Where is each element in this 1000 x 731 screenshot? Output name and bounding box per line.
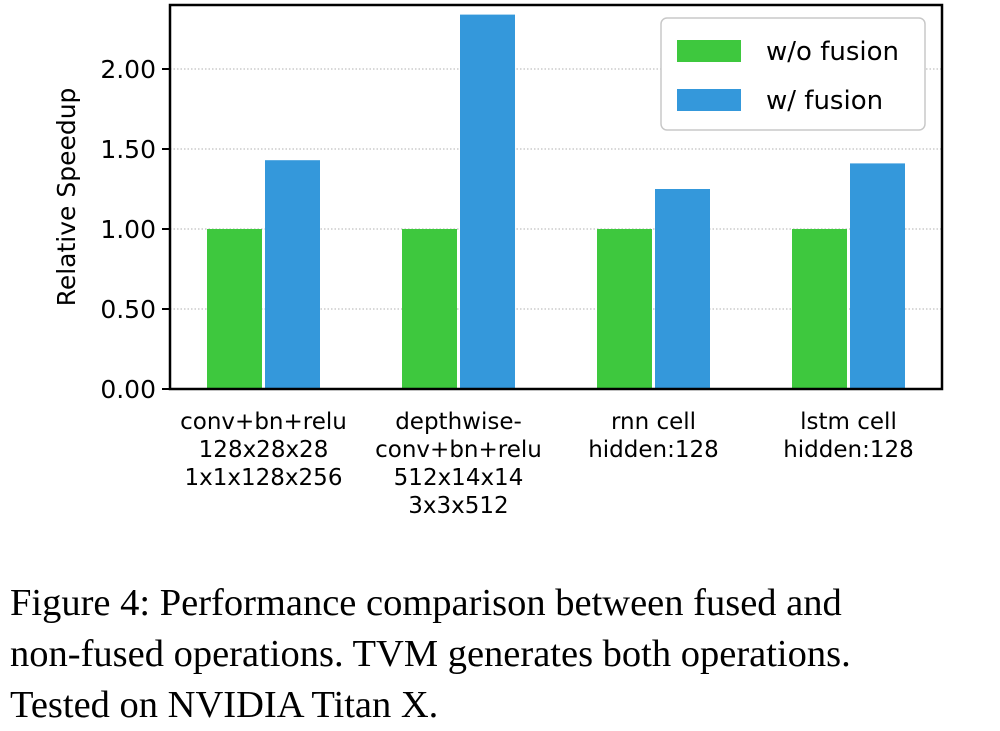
x-tick-label: rnn cell (611, 409, 696, 435)
y-axis: 0.00 0.50 1.00 1.50 2.00 (100, 55, 170, 404)
plot-frame (168, 3, 944, 391)
bar-without-fusion (597, 229, 652, 389)
x-tick-label: conv+bn+relu (180, 409, 347, 435)
x-tick-label: conv+bn+relu (375, 437, 542, 463)
legend-swatch-without-fusion (677, 40, 741, 62)
grid-lines (170, 68, 942, 310)
x-tick-label: hidden:128 (588, 437, 719, 463)
x-tick-label: 1x1x128x256 (185, 465, 343, 491)
caption-line-2: non-fused operations. TVM generates both… (10, 633, 851, 675)
bar-chart: 0.00 0.50 1.00 1.50 2.00 Relative Speedup co… (52, 3, 944, 519)
legend: w/o fusion w/ fusion (660, 17, 926, 131)
legend-label-without-fusion: w/o fusion (766, 37, 899, 67)
legend-label-with-fusion: w/ fusion (766, 86, 883, 116)
y-tick-label: 1.00 (100, 215, 156, 244)
bars (207, 14, 905, 389)
y-tick-label: 2.00 (100, 55, 156, 84)
bar-without-fusion (207, 229, 262, 389)
bar-with-fusion (655, 189, 710, 389)
bar-with-fusion (265, 160, 320, 389)
bar-without-fusion (792, 229, 847, 389)
x-tick-label: 512x14x14 (394, 465, 524, 491)
x-tick-label: depthwise- (395, 409, 522, 435)
y-tick-label: 1.50 (100, 135, 156, 164)
x-tick-label: lstm cell (800, 409, 897, 435)
figure-caption: Figure 4: Performance comparison between… (10, 578, 995, 731)
x-tick-label: hidden:128 (783, 437, 914, 463)
legend-swatch-with-fusion (677, 89, 741, 111)
bar-with-fusion (850, 163, 905, 389)
y-tick-label: 0.00 (100, 375, 156, 404)
caption-line-3: Tested on NVIDIA Titan X. (10, 684, 439, 726)
bar-with-fusion (460, 14, 515, 389)
x-tick-label: 3x3x512 (408, 493, 508, 519)
x-tick-label: 128x28x28 (199, 437, 329, 463)
x-axis-labels: conv+bn+relu128x28x281x1x128x256depthwis… (180, 409, 914, 519)
y-tick-label: 0.50 (100, 295, 156, 324)
caption-line-1: Figure 4: Performance comparison between… (10, 582, 842, 624)
bar-without-fusion (402, 229, 457, 389)
y-axis-label: Relative Speedup (52, 88, 81, 307)
